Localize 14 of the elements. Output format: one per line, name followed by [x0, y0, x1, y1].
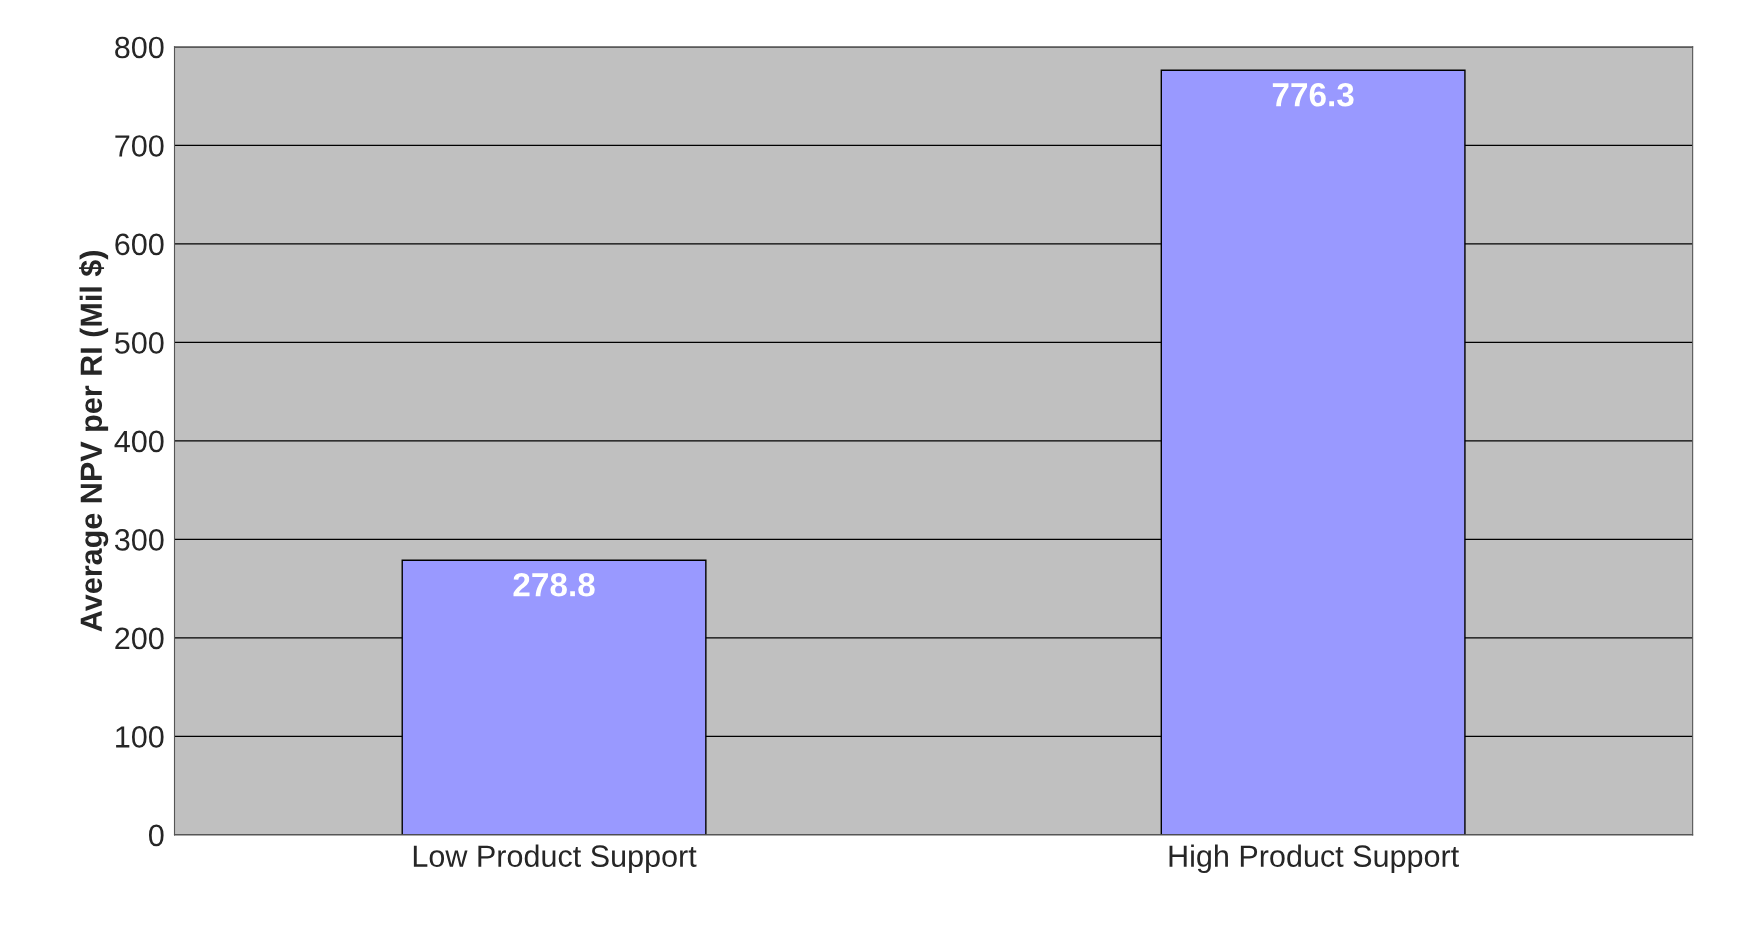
y-tick-label: 200	[115, 627, 164, 650]
y-tick-label: 400	[114, 430, 164, 453]
x-tick-label: High Product Support	[1169, 844, 1459, 874]
y-tick-label: 600	[115, 233, 164, 256]
y-tick-label: 500	[115, 332, 164, 354]
y-tick-label: 300	[114, 529, 164, 551]
y-tick-label: 700	[115, 135, 164, 157]
y-tick-label: 100	[116, 726, 164, 748]
y-axis-title: Average NPV per RI (Mil $)	[79, 251, 109, 632]
y-tick-label: 0	[148, 824, 164, 847]
data-label: 278.8	[513, 572, 595, 597]
x-tick-label: Low Product Support	[413, 844, 697, 874]
y-tick-label: 800	[115, 36, 164, 59]
data-label: 776.3	[1272, 82, 1354, 107]
